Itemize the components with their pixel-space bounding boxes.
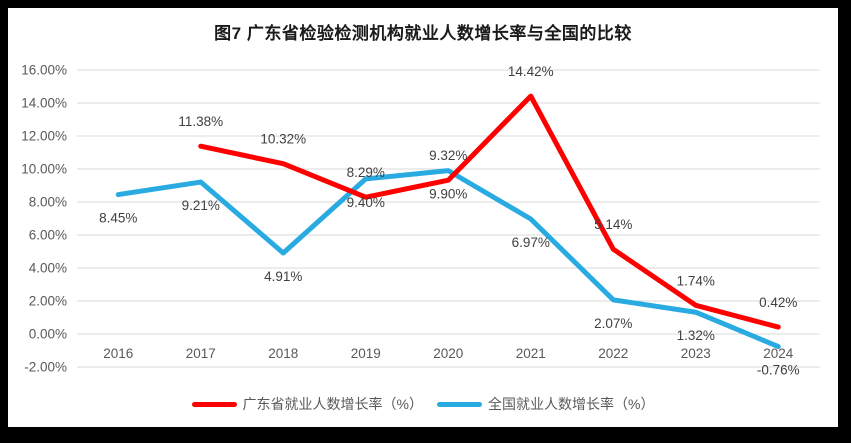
- y-axis-tick-label: 8.00%: [29, 195, 67, 210]
- x-axis-tick-label: 2016: [103, 346, 133, 361]
- y-axis-tick-label: 2.00%: [29, 294, 67, 309]
- x-axis-tick-label: 2017: [186, 346, 216, 361]
- data-label: -0.76%: [757, 363, 800, 378]
- data-label: 1.74%: [677, 273, 715, 288]
- legend-swatch-national: [437, 401, 482, 407]
- chart-title: 图7 广东省检验检测机构就业人数增长率与全国的比较: [214, 24, 632, 43]
- data-label: 9.40%: [347, 195, 385, 210]
- data-label: 8.29%: [347, 165, 385, 180]
- chart-frame: 图7 广东省检验检测机构就业人数增长率与全国的比较 16.00% 14.00% 12…: [8, 8, 838, 427]
- legend-label-national: 全国就业人数增长率（%）: [488, 396, 655, 412]
- legend-swatch-guangdong: [191, 401, 237, 407]
- legend-item-national: 全国就业人数增长率（%）: [437, 394, 654, 414]
- data-label: 9.32%: [429, 148, 467, 163]
- data-label: 11.38%: [178, 114, 223, 129]
- data-label: 1.32%: [677, 328, 715, 343]
- data-label: 10.32%: [260, 132, 306, 147]
- x-axis-tick-label: 2023: [681, 346, 711, 361]
- x-axis-tick-label: 2021: [516, 346, 546, 361]
- series-line-guangdong: [198, 93, 781, 330]
- y-axis-tick-label: 16.00%: [21, 63, 67, 78]
- data-label: 4.91%: [264, 269, 302, 284]
- data-label: 9.21%: [182, 198, 220, 213]
- data-label: 0.42%: [759, 295, 797, 310]
- data-label: 9.90%: [429, 187, 467, 202]
- y-axis-tick-label: 6.00%: [29, 228, 67, 243]
- chart-plot-area: 16.00% 14.00% 12.00% 10.00% 8.00% 6.00% 4.00% 2…: [21, 63, 820, 378]
- x-axis-tick-label: 2022: [598, 346, 628, 361]
- y-axis-tick-label: 0.00%: [29, 327, 67, 342]
- data-label: 2.07%: [594, 316, 632, 331]
- data-label: 14.42%: [508, 64, 554, 79]
- data-label: 8.45%: [99, 211, 137, 226]
- data-label: 5.14%: [594, 217, 632, 232]
- series-line-national: [115, 168, 781, 350]
- x-axis-tick-label: 2024: [763, 346, 794, 361]
- y-axis-tick-label: -2.00%: [24, 360, 67, 375]
- y-axis-tick-label: 4.00%: [29, 261, 67, 276]
- x-axis-tick-label: 2020: [433, 346, 463, 361]
- data-label: 6.97%: [512, 235, 550, 250]
- chart-legend: 广东省就业人数增长率（%） 全国就业人数增长率（%）: [8, 394, 838, 414]
- x-axis-tick-label: 2018: [268, 346, 298, 361]
- legend-item-guangdong: 广东省就业人数增长率（%）: [191, 394, 423, 414]
- y-axis-tick-label: 12.00%: [21, 129, 67, 144]
- y-axis-tick-label: 14.00%: [21, 96, 67, 111]
- legend-label-guangdong: 广东省就业人数增长率（%）: [242, 396, 423, 412]
- y-axis-tick-label: 10.00%: [21, 162, 67, 177]
- x-axis-tick-label: 2019: [351, 346, 381, 361]
